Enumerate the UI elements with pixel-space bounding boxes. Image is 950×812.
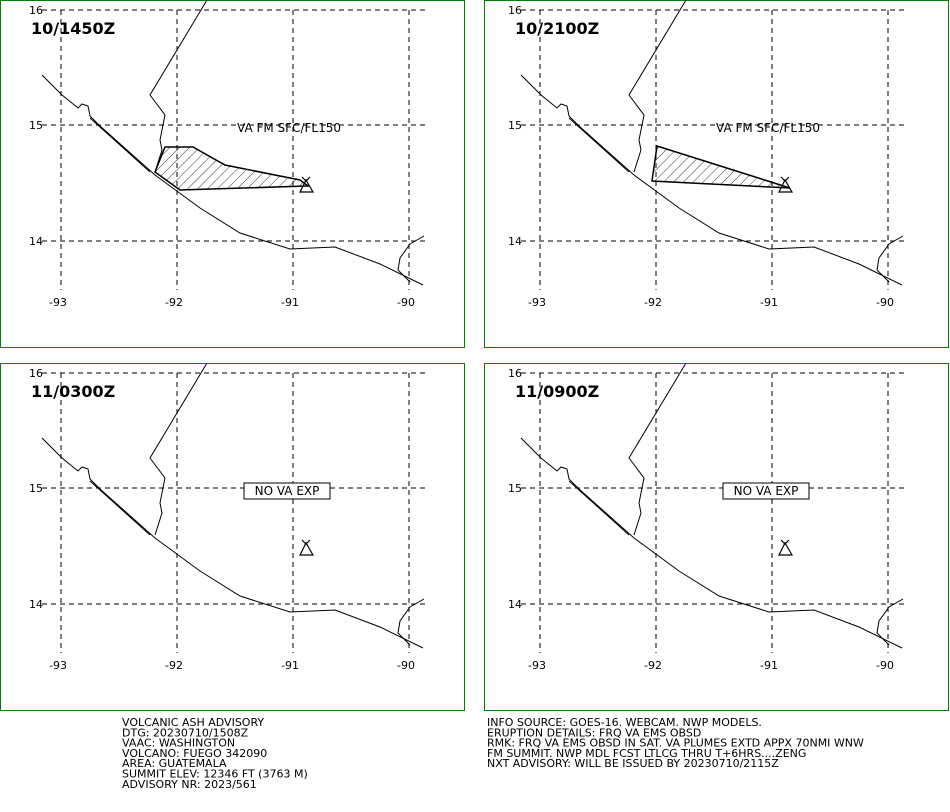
advisory-line: VOLCANIC ASH ADVISORY bbox=[122, 716, 264, 729]
panel-border bbox=[0, 363, 465, 711]
advisory-line: RMK: FRQ VA EMS OBSD IN SAT. VA PLUMES E… bbox=[487, 737, 864, 750]
lon-label: -92 bbox=[644, 296, 662, 309]
border bbox=[149, 362, 208, 536]
lat-label: 15 bbox=[508, 119, 522, 132]
lon-label: -91 bbox=[760, 659, 778, 672]
ash-label: VA FM SFC/FL150 bbox=[716, 121, 820, 135]
lon-label: -90 bbox=[397, 296, 415, 309]
lat-label: 15 bbox=[29, 119, 43, 132]
coastline-inner bbox=[89, 480, 151, 536]
ash-label: VA FM SFC/FL150 bbox=[237, 121, 341, 135]
lat-label: 15 bbox=[508, 482, 522, 495]
advisory-line: ADVISORY NR: 2023/561 bbox=[122, 778, 257, 791]
border bbox=[628, 0, 687, 173]
border-east bbox=[876, 598, 904, 646]
lon-label: -91 bbox=[281, 296, 299, 309]
coastline bbox=[520, 437, 903, 649]
panel-border bbox=[484, 363, 949, 711]
lat-label: 16 bbox=[508, 367, 522, 380]
advisory-line: VAAC: WASHINGTON bbox=[122, 737, 235, 750]
panel-border bbox=[0, 0, 465, 348]
lat-label: 14 bbox=[508, 235, 522, 248]
ash-label: NO VA EXP bbox=[734, 484, 799, 498]
lon-label: -92 bbox=[165, 659, 183, 672]
label-box bbox=[722, 482, 810, 500]
border bbox=[149, 0, 208, 173]
advisory-line: ERUPTION DETAILS: FRQ VA EMS OBSD bbox=[487, 726, 701, 739]
panel-title: 11/0300Z bbox=[31, 382, 115, 401]
lon-label: -91 bbox=[760, 296, 778, 309]
ash-area bbox=[154, 146, 311, 191]
map-panel: -93 -92 -91 -90 16 15 14 11/0300Z NO VA EXP bbox=[29, 362, 425, 672]
border bbox=[628, 362, 687, 536]
lat-label: 14 bbox=[508, 598, 522, 611]
ash-area bbox=[651, 145, 791, 189]
lon-label: -93 bbox=[528, 296, 546, 309]
advisory-line: AREA: GUATEMALA bbox=[122, 757, 227, 770]
advisory-line: DTG: 20230710/1508Z bbox=[122, 726, 249, 739]
map-panel: -93 -92 -91 -90 16 15 14 10/1450Z VA FM SFC/FL15… bbox=[29, 0, 425, 309]
panel-title: 10/2100Z bbox=[515, 19, 599, 38]
advisory-line: FM SUMMIT. NWP MDL FCST LTLCG THRU T+6HR… bbox=[487, 747, 806, 760]
lat-label: 15 bbox=[29, 482, 43, 495]
coastline-inner bbox=[568, 117, 630, 173]
label-box bbox=[243, 482, 331, 500]
border-east bbox=[876, 235, 904, 283]
lat-label: 16 bbox=[29, 4, 43, 17]
panel-title: 10/1450Z bbox=[31, 19, 115, 38]
lat-label: 16 bbox=[508, 4, 522, 17]
advisory-line: SUMMIT ELEV: 12346 FT (3763 M) bbox=[122, 768, 308, 781]
map-panel: -93 -92 -91 -90 16 15 14 10/2100Z VA FM SFC/FL15… bbox=[508, 0, 904, 309]
volcano-symbol bbox=[299, 539, 315, 556]
lon-label: -90 bbox=[397, 659, 415, 672]
volcano-symbol bbox=[778, 539, 794, 556]
border-east bbox=[397, 235, 425, 283]
coastline bbox=[41, 437, 424, 649]
coastline-inner bbox=[89, 117, 151, 173]
coastline bbox=[520, 74, 903, 286]
lon-label: -91 bbox=[281, 659, 299, 672]
lon-label: -93 bbox=[49, 296, 67, 309]
panel-border bbox=[484, 0, 949, 348]
advisory-line: VOLCANO: FUEGO 342090 bbox=[122, 747, 267, 760]
lat-label: 14 bbox=[29, 598, 43, 611]
coastline-inner bbox=[568, 480, 630, 536]
lat-label: 14 bbox=[29, 235, 43, 248]
lon-label: -92 bbox=[165, 296, 183, 309]
lon-label: -90 bbox=[876, 659, 894, 672]
lon-label: -90 bbox=[876, 296, 894, 309]
map-panel: -93 -92 -91 -90 16 15 14 11/0900Z NO VA EXP bbox=[508, 362, 904, 672]
ash-label: NO VA EXP bbox=[255, 484, 320, 498]
lon-label: -93 bbox=[49, 659, 67, 672]
coastline bbox=[41, 74, 424, 286]
lon-label: -92 bbox=[644, 659, 662, 672]
volcano-symbol bbox=[778, 176, 794, 193]
lon-label: -93 bbox=[528, 659, 546, 672]
volcano-symbol bbox=[299, 176, 315, 193]
lat-label: 16 bbox=[29, 367, 43, 380]
panel-title: 11/0900Z bbox=[515, 382, 599, 401]
border-east bbox=[397, 598, 425, 646]
advisory-line: NXT ADVISORY: WILL BE ISSUED BY 20230710… bbox=[487, 757, 779, 770]
advisory-line: INFO SOURCE: GOES-16. WEBCAM. NWP MODELS… bbox=[487, 716, 762, 729]
